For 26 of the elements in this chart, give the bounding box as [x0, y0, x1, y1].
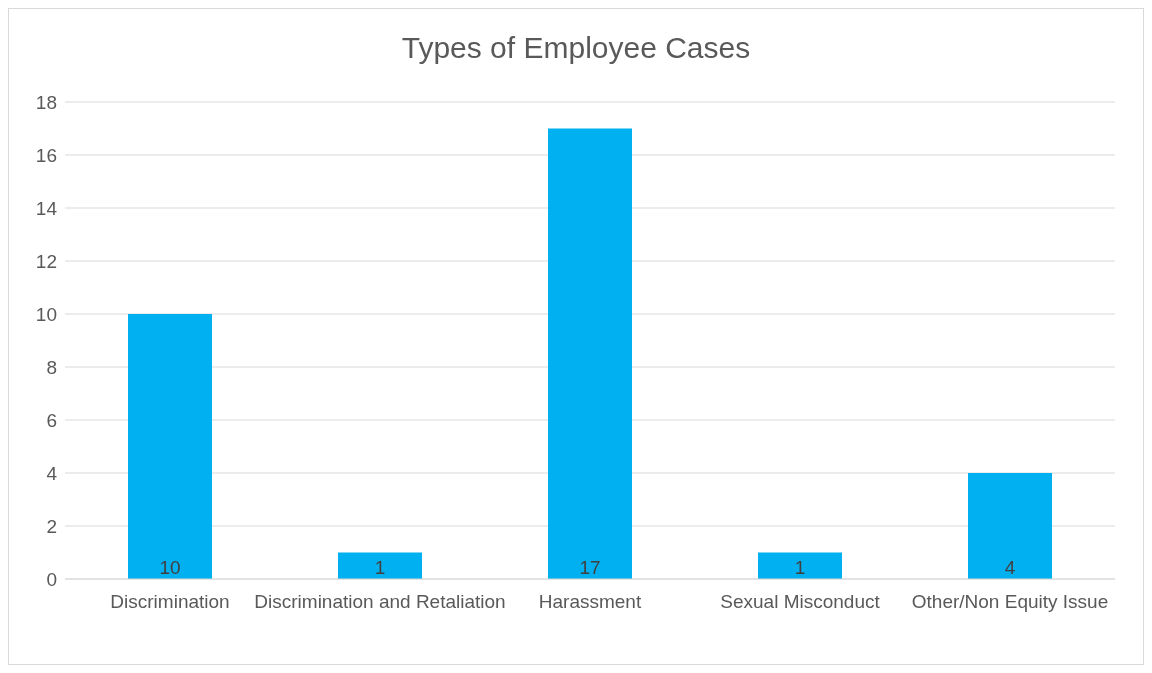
y-tick-label: 8: [46, 356, 57, 378]
y-tick-label: 18: [35, 91, 57, 113]
chart-title: Types of Employee Cases: [400, 31, 752, 65]
x-tick-label: Sexual Misconduct: [720, 591, 881, 613]
x-tick-label: Other/Non Equity Issue: [911, 591, 1109, 613]
data-label: 4: [1004, 557, 1016, 578]
x-tick-label: Discrimination: [110, 591, 230, 613]
bar: [968, 473, 1052, 579]
data-label: 1: [374, 557, 386, 578]
y-tick-label: 0: [46, 568, 57, 590]
x-tick-label: Harassment: [538, 591, 642, 613]
data-label: 17: [579, 557, 601, 578]
y-tick-label: 10: [35, 303, 57, 325]
y-tick-label: 2: [46, 515, 57, 537]
bar: [548, 128, 632, 579]
x-tick-label: Discrimination and Retaliation: [254, 591, 506, 613]
y-tick-label: 6: [46, 409, 57, 431]
y-tick-label: 12: [35, 250, 57, 272]
y-tick-label: 16: [35, 144, 57, 166]
bar: [128, 314, 212, 579]
y-tick-label: 14: [35, 197, 58, 219]
data-label: 1: [794, 557, 806, 578]
bar: [338, 552, 422, 579]
data-label: 10: [159, 557, 181, 578]
y-tick-label: 4: [46, 462, 58, 484]
bar: [758, 552, 842, 579]
